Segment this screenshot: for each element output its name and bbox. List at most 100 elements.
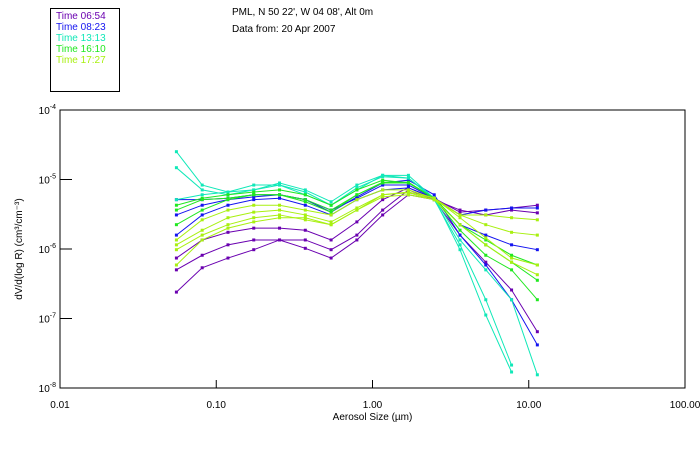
data-point xyxy=(329,223,333,227)
data-point xyxy=(484,263,488,267)
data-point xyxy=(252,198,256,202)
data-point xyxy=(535,248,539,252)
data-point xyxy=(252,210,256,214)
data-point xyxy=(174,150,178,154)
data-point xyxy=(381,195,385,199)
data-point xyxy=(226,193,230,197)
data-point xyxy=(252,216,256,220)
data-point xyxy=(535,218,539,222)
data-point xyxy=(355,186,359,190)
location-title: PML, N 50 22', W 04 08', Alt 0m xyxy=(232,7,374,18)
data-point xyxy=(406,173,410,177)
data-point xyxy=(535,211,539,215)
data-point xyxy=(200,266,204,270)
data-point xyxy=(252,226,256,230)
data-point xyxy=(329,256,333,260)
data-point xyxy=(226,208,230,212)
data-point xyxy=(303,228,307,232)
data-point xyxy=(303,200,307,204)
data-point xyxy=(458,228,462,232)
data-point xyxy=(432,193,436,197)
data-point xyxy=(174,198,178,202)
data-point xyxy=(329,248,333,252)
data-point xyxy=(174,223,178,227)
data-point xyxy=(252,248,256,252)
data-point xyxy=(535,273,539,277)
data-point xyxy=(278,238,282,242)
data-point xyxy=(303,246,307,250)
legend-item-0654: Time 06:54 xyxy=(56,11,106,22)
series-line xyxy=(176,191,538,266)
data-point xyxy=(329,213,333,217)
data-point xyxy=(200,193,204,197)
series-line xyxy=(176,151,513,366)
data-point xyxy=(200,188,204,192)
data-point xyxy=(303,216,307,220)
data-point xyxy=(484,236,488,240)
y-tick-label: 10-4 xyxy=(39,104,56,117)
data-point xyxy=(174,233,178,237)
data-point xyxy=(381,181,385,185)
data-point xyxy=(432,198,436,202)
data-point xyxy=(303,203,307,207)
data-point xyxy=(303,238,307,242)
data-point xyxy=(458,223,462,227)
legend: Time 06:54 Time 08:23 Time 13:13 Time 16… xyxy=(50,8,120,92)
data-point xyxy=(510,216,514,220)
x-tick-label: 0.10 xyxy=(207,400,227,411)
data-point xyxy=(329,220,333,224)
data-point xyxy=(458,216,462,220)
data-point xyxy=(510,298,514,302)
data-point xyxy=(200,198,204,202)
data-point xyxy=(355,220,359,224)
data-point xyxy=(303,198,307,202)
data-point xyxy=(278,213,282,217)
data-point xyxy=(510,260,514,264)
data-point xyxy=(329,200,333,204)
data-point xyxy=(510,288,514,292)
data-point xyxy=(278,196,282,200)
data-point xyxy=(174,256,178,260)
data-point xyxy=(226,198,230,202)
data-point xyxy=(484,243,488,247)
legend-item-0823: Time 08:23 xyxy=(56,22,106,33)
data-point xyxy=(535,343,539,347)
data-point xyxy=(484,208,488,212)
data-point xyxy=(484,223,488,227)
data-point xyxy=(535,233,539,237)
data-point xyxy=(355,208,359,212)
data-point xyxy=(200,218,204,222)
data-point xyxy=(252,183,256,187)
data-point xyxy=(200,233,204,237)
data-point xyxy=(458,248,462,252)
data-point xyxy=(303,193,307,197)
y-tick-label: 10-5 xyxy=(39,174,56,187)
data-point xyxy=(226,190,230,194)
series-line xyxy=(176,194,538,266)
data-point xyxy=(381,208,385,212)
data-point xyxy=(278,188,282,192)
data-point xyxy=(355,206,359,210)
data-point xyxy=(458,208,462,212)
data-point xyxy=(406,178,410,182)
x-tick-label: 0.01 xyxy=(50,400,70,411)
x-tick-label: 10.00 xyxy=(516,400,541,411)
date-subtitle: Data from: 20 Apr 2007 xyxy=(232,24,336,35)
data-point xyxy=(510,243,514,247)
chart-header: PML, N 50 22', W 04 08', Alt 0m Data fro… xyxy=(232,4,373,38)
data-point xyxy=(252,190,256,194)
data-point xyxy=(484,253,488,257)
data-point xyxy=(484,213,488,217)
data-point xyxy=(200,183,204,187)
legend-item-1610: Time 16:10 xyxy=(56,44,106,55)
data-point xyxy=(174,203,178,207)
data-point xyxy=(484,268,488,272)
data-point xyxy=(535,278,539,282)
data-point xyxy=(381,198,385,202)
legend-item-1727: Time 17:27 xyxy=(56,55,106,66)
data-point xyxy=(278,208,282,212)
data-point xyxy=(329,238,333,242)
data-point xyxy=(510,370,514,374)
data-point xyxy=(329,210,333,214)
